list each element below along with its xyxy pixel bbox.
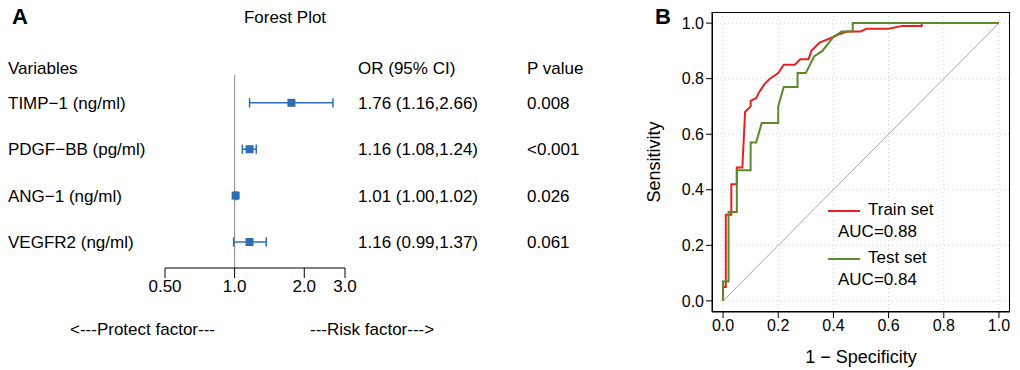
- svg-text:0.2: 0.2: [767, 317, 789, 334]
- html-text:---Risk factor--->: ---Risk factor--->: [310, 320, 435, 339]
- html-text:AUC=0.88: AUC=0.88: [838, 222, 917, 241]
- svg-text:1.01 (1.00,1.02): 1.01 (1.00,1.02): [358, 187, 478, 206]
- svg-text:PDGF−BB (pg/ml): PDGF−BB (pg/ml): [8, 140, 145, 159]
- svg-text:1.0: 1.0: [223, 277, 247, 296]
- svg-text:1.16 (0.99,1.37): 1.16 (0.99,1.37): [358, 233, 478, 252]
- svg-text:0.2: 0.2: [682, 237, 704, 254]
- html-text:Test set: Test set: [868, 248, 927, 267]
- svg-text:Sensitivity: Sensitivity: [645, 121, 664, 202]
- svg-text:0.4: 0.4: [682, 181, 704, 198]
- svg-text:0.50: 0.50: [148, 277, 181, 296]
- svg-text:TIMP−1 (ng/ml): TIMP−1 (ng/ml): [8, 94, 126, 113]
- html-text:AUC=0.84: AUC=0.84: [838, 270, 917, 289]
- html-text:A: A: [12, 4, 28, 29]
- svg-text:0.026: 0.026: [527, 187, 570, 206]
- html-text:Variables: Variables: [8, 59, 78, 78]
- svg-text:1 − Specificity: 1 − Specificity: [805, 347, 917, 367]
- svg-text:1.16 (1.08,1.24): 1.16 (1.08,1.24): [358, 140, 478, 159]
- svg-text:<0.001: <0.001: [527, 140, 579, 159]
- svg-text:0.0: 0.0: [712, 317, 734, 334]
- svg-text:1.0: 1.0: [682, 15, 704, 32]
- html-text:P value: P value: [527, 59, 584, 78]
- svg-text:3.0: 3.0: [333, 277, 357, 296]
- svg-text:0.061: 0.061: [527, 233, 570, 252]
- svg-text:0.4: 0.4: [822, 317, 844, 334]
- svg-text:0.8: 0.8: [682, 70, 704, 87]
- svg-text:ANG−1 (ng/ml): ANG−1 (ng/ml): [8, 187, 122, 206]
- svg-text:2.0: 2.0: [292, 277, 316, 296]
- svg-text:0.0: 0.0: [682, 293, 704, 310]
- html-text:Forest Plot: Forest Plot: [243, 8, 327, 27]
- svg-text:1.76 (1.16,2.66): 1.76 (1.16,2.66): [358, 94, 478, 113]
- svg-text:VEGFR2 (ng/ml): VEGFR2 (ng/ml): [8, 233, 134, 252]
- svg-text:0.6: 0.6: [682, 126, 704, 143]
- svg-text:0.6: 0.6: [877, 317, 899, 334]
- svg-text:0.8: 0.8: [933, 317, 955, 334]
- html-text:B: B: [655, 4, 671, 29]
- html-text:Train set: Train set: [868, 200, 934, 219]
- svg-text:0.008: 0.008: [527, 94, 570, 113]
- svg-text:1.0: 1.0: [988, 317, 1010, 334]
- html-text:<---Protect factor---: <---Protect factor---: [70, 320, 215, 339]
- html-text:OR (95% CI): OR (95% CI): [358, 59, 456, 78]
